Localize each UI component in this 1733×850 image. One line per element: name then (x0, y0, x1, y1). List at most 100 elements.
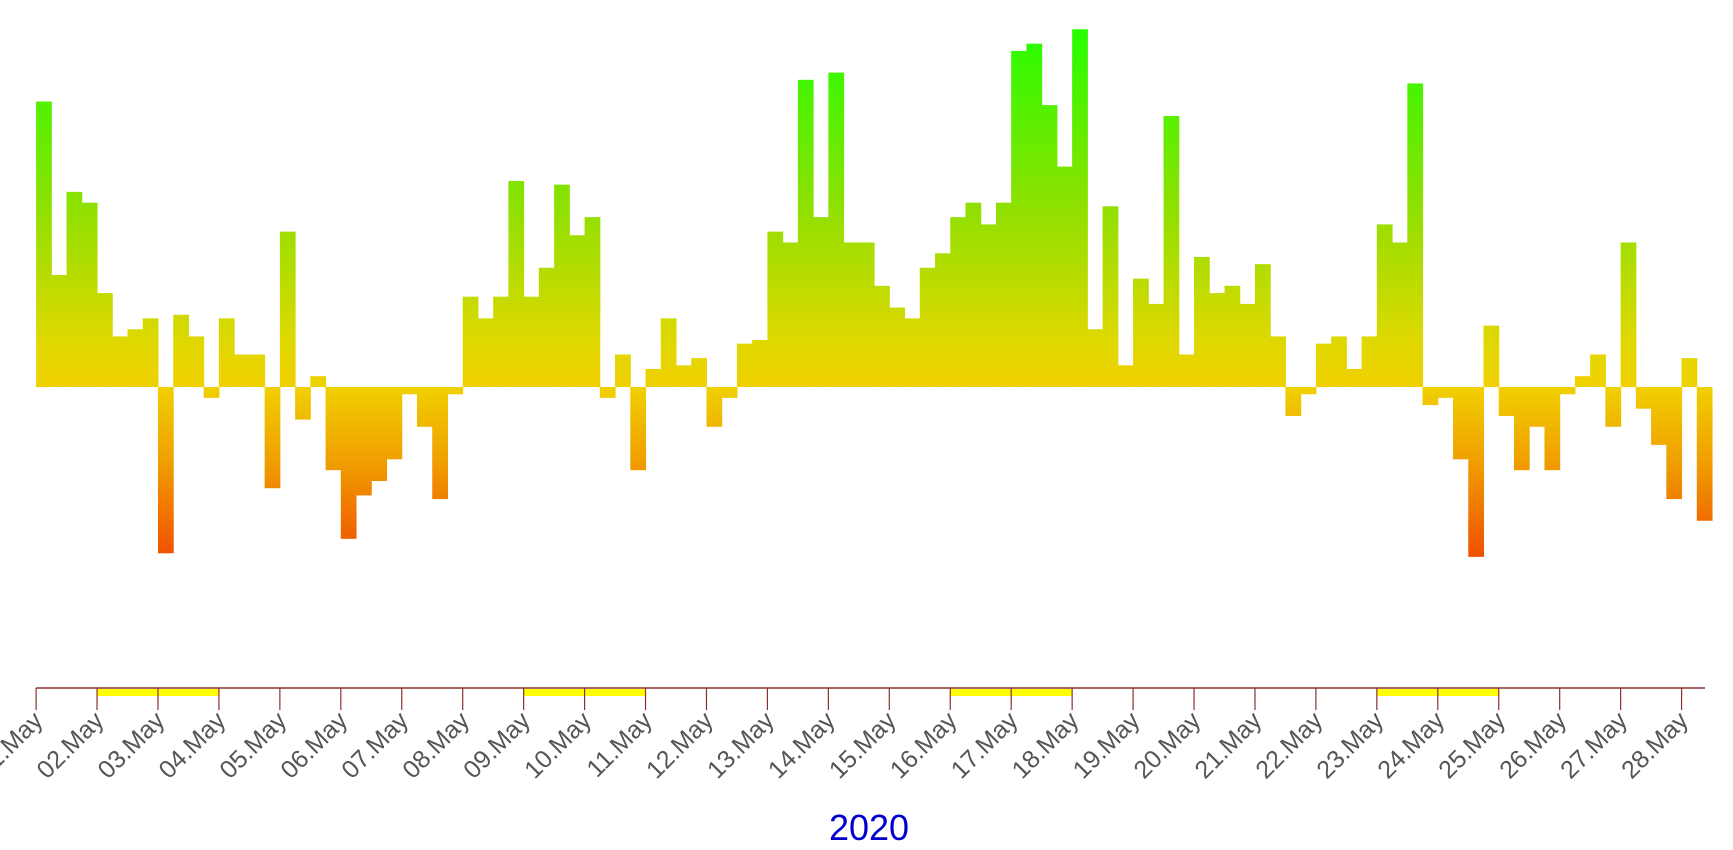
bar (554, 184, 570, 388)
bar (1239, 303, 1256, 388)
bar (538, 267, 555, 388)
x-tick-label: 23.May (1311, 706, 1389, 784)
bar (1529, 387, 1545, 427)
bar (477, 318, 494, 388)
bar (752, 340, 768, 388)
bar (401, 387, 418, 395)
bar (1666, 387, 1683, 500)
bar (447, 387, 464, 395)
bar (249, 354, 266, 388)
bar (234, 354, 250, 388)
bar (203, 387, 220, 398)
bar (1178, 354, 1195, 388)
bar (1148, 303, 1165, 388)
bar (1422, 387, 1439, 406)
bar (904, 318, 921, 388)
bar (1453, 387, 1469, 460)
bar (1498, 387, 1515, 416)
bar (1605, 387, 1622, 427)
bar (1468, 387, 1485, 557)
bar (1346, 368, 1363, 388)
x-tick-label: 26.May (1494, 706, 1572, 784)
x-tick-label: 08.May (397, 706, 475, 784)
bar (1285, 387, 1302, 416)
bar (325, 387, 342, 471)
x-tick-label: 02.May (32, 706, 110, 784)
bar (1209, 293, 1225, 388)
bar (1574, 376, 1591, 388)
bar (843, 242, 860, 388)
bar (1102, 206, 1119, 388)
bar (142, 318, 159, 388)
x-tick-label: 21.May (1189, 706, 1267, 784)
bar (81, 202, 98, 388)
bar (1407, 83, 1424, 388)
bar (1117, 365, 1134, 388)
bar (51, 274, 68, 388)
bar (1559, 387, 1576, 395)
bar (1513, 387, 1530, 471)
bar (889, 307, 906, 388)
bar (782, 242, 799, 388)
bar (127, 329, 144, 388)
x-tick-label: 09.May (458, 706, 536, 784)
bar (1331, 336, 1347, 388)
bar (736, 343, 753, 388)
bar (980, 224, 997, 388)
x-tick-label: 17.May (946, 706, 1024, 784)
x-tick-label: 27.May (1555, 706, 1633, 784)
bar (660, 318, 677, 388)
bar (858, 242, 875, 388)
bar (1483, 325, 1500, 388)
bar (1315, 343, 1332, 388)
bar (706, 387, 723, 427)
bar (615, 354, 631, 388)
bar (112, 336, 129, 388)
bar (1635, 387, 1652, 409)
x-tick-label: 16.May (885, 706, 963, 784)
x-tick-label: 03.May (92, 706, 170, 784)
bar (1300, 387, 1317, 395)
bar (386, 387, 403, 460)
bar (1590, 354, 1606, 388)
bar (676, 365, 692, 388)
x-tick-label: 24.May (1372, 706, 1450, 784)
bar (1011, 50, 1027, 388)
bar (1087, 329, 1104, 388)
bar (599, 387, 616, 398)
bar (767, 231, 784, 388)
bar (874, 285, 890, 388)
x-tick-label: 12.May (641, 706, 719, 784)
bar (1163, 115, 1180, 388)
bar (264, 387, 281, 489)
bar (356, 387, 372, 496)
bar (340, 387, 357, 539)
bar (1544, 387, 1561, 471)
x-tick-label: 05.May (214, 706, 292, 784)
bar (797, 79, 814, 388)
bar (371, 387, 388, 481)
bar (1072, 29, 1088, 388)
bar (1224, 285, 1241, 388)
bar (462, 296, 479, 388)
bar (828, 72, 845, 388)
bar (1620, 242, 1637, 388)
bar (1651, 387, 1667, 445)
x-tick-label: 15.May (824, 706, 902, 784)
bar (1056, 166, 1073, 388)
x-tick-label: 07.May (336, 706, 414, 784)
bar (1376, 224, 1393, 388)
x-tick-label: 20.May (1128, 706, 1206, 784)
bar (1254, 264, 1271, 388)
x-tick-label: 18.May (1007, 706, 1085, 784)
bar (310, 376, 327, 388)
bar (432, 387, 448, 500)
bar (1361, 336, 1378, 388)
bar (1026, 43, 1043, 388)
bar (508, 181, 525, 388)
bar (295, 387, 311, 420)
bar (1392, 242, 1408, 388)
bar (188, 336, 205, 388)
bar (645, 368, 662, 388)
